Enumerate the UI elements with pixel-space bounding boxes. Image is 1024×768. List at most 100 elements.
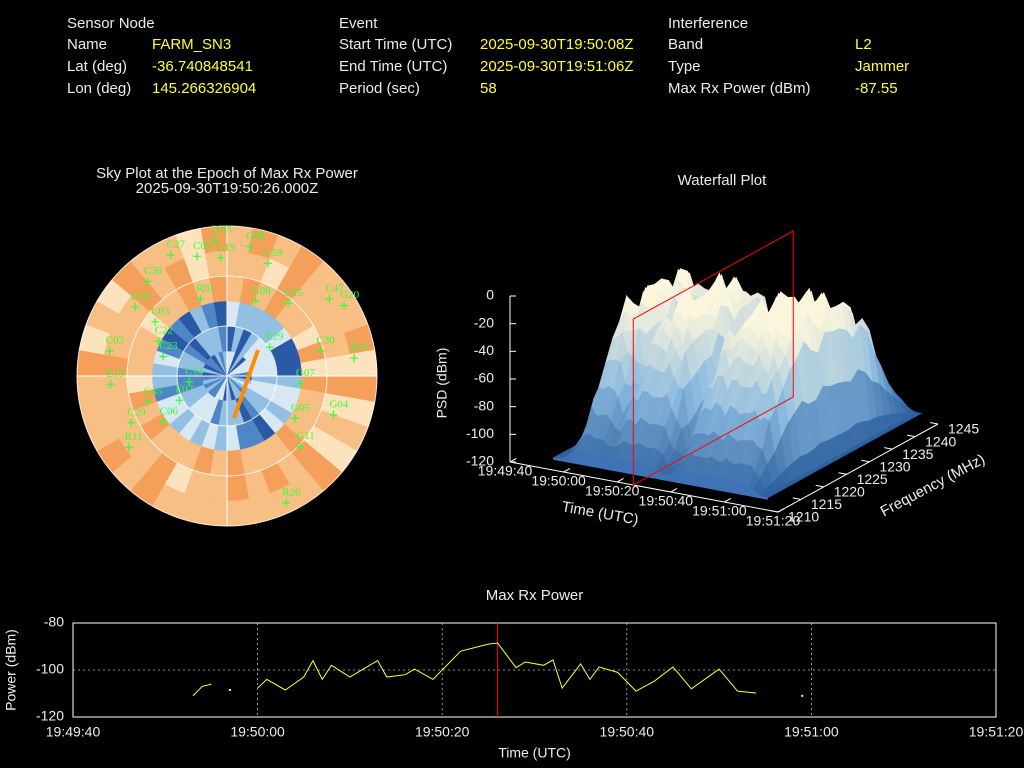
surface-skirt [718, 477, 725, 492]
section-title: Event [339, 15, 378, 32]
trajectory [232, 349, 260, 419]
satellite-label: C30 [316, 335, 335, 347]
satellite-marker [211, 235, 220, 244]
satellite-label: G04 [329, 398, 348, 410]
epoch-plane [632, 230, 794, 486]
satellite-marker [127, 418, 136, 427]
satellite-marker [193, 252, 202, 261]
z-tick-label: -120 [466, 453, 494, 469]
surface-skirt [670, 472, 676, 483]
satellite-label: J105 [211, 223, 232, 235]
satellite-marker [350, 354, 359, 363]
satellite-marker [295, 379, 304, 388]
field-label: Period (sec) [339, 80, 420, 97]
surface-skirt [723, 477, 730, 493]
y-tick-label: -80 [44, 614, 64, 630]
y-tick [838, 472, 847, 475]
surface-skirt [704, 475, 710, 489]
z-tick-label: 0 [486, 287, 494, 303]
satellite-label: C45 [144, 385, 163, 397]
x-tick [616, 478, 624, 483]
section-title: Sensor Node [67, 15, 155, 32]
x-tick-label: 19:50:40 [600, 724, 655, 740]
chart-title: Waterfall Plot [678, 172, 767, 189]
surface-skirt [635, 461, 642, 477]
z-tick-label: -80 [474, 397, 494, 413]
satellite-label: G09 [246, 230, 265, 242]
field-label: End Time (UTC) [339, 58, 447, 75]
power-point [228, 688, 231, 691]
satellite-marker [265, 343, 274, 352]
field-label: Lon (deg) [67, 80, 131, 97]
field-value: 58 [480, 80, 497, 97]
satellite-label: G15 [284, 287, 303, 299]
y-tick [815, 484, 824, 488]
satellite-marker [316, 346, 325, 355]
section-title: Interference [668, 15, 748, 32]
sky-cell [76, 349, 105, 377]
x-tick-label: 19:50:20 [415, 724, 470, 740]
satellite-marker [325, 294, 334, 303]
satellite-label: C47 [325, 282, 344, 294]
surface-skirt [709, 475, 715, 490]
y-tick [792, 497, 801, 500]
y-tick [884, 447, 893, 450]
surface-skirt [616, 459, 622, 473]
x-tick [563, 468, 571, 473]
satellite-marker [159, 352, 168, 361]
satellite-label: R01 [196, 282, 214, 294]
satellite-marker [185, 377, 194, 386]
satellite-marker [105, 347, 114, 356]
x-tick-label: 19:50:00 [230, 724, 285, 740]
y-tick [769, 510, 779, 513]
surface-skirt [694, 473, 700, 488]
z-tick-label: -100 [466, 425, 494, 441]
satellite-marker [159, 418, 168, 427]
satellite-label: G20 [340, 289, 359, 301]
power-point [801, 694, 804, 697]
satellite-marker [124, 443, 133, 452]
satellite-label: C27 [167, 239, 186, 251]
surface-skirt [596, 456, 603, 469]
satellite-marker [216, 253, 225, 262]
satellite-label: C19 [217, 241, 236, 253]
z-tick-label: -60 [474, 370, 494, 386]
satellite-marker [151, 317, 160, 326]
satellite-label: C23 [159, 340, 178, 352]
surface-skirt [713, 477, 720, 491]
field-label: Name [67, 36, 107, 53]
satellite-marker [166, 251, 175, 260]
satellite-label: E13 [107, 368, 125, 380]
satellite-label: G11 [296, 430, 315, 442]
z-tick-label: -40 [474, 342, 494, 358]
sky-cell [226, 498, 254, 527]
chart-title: Max Rx Power [486, 587, 584, 604]
surface-skirt [762, 496, 769, 500]
y-tick-label: 1245 [948, 421, 979, 437]
surface-skirt [582, 452, 588, 467]
satellite-marker [106, 380, 115, 389]
waterfall-plot: Waterfall Plot -120 -100 -80 -60 -40 -20 0 19:49… [434, 172, 988, 529]
surface-skirt [738, 480, 744, 496]
satellite-marker [340, 301, 349, 310]
field-value: FARM_SN3 [152, 36, 231, 53]
field-label: Max Rx Power (dBm) [668, 80, 811, 97]
x-tick-label: 19:51:20 [969, 724, 1024, 740]
satellite-label: C03 [151, 305, 170, 317]
satellite-label: C22 [155, 325, 173, 337]
surface-skirt [606, 459, 613, 471]
power-line [257, 642, 757, 694]
surface-skirt [626, 460, 632, 475]
surface-skirt [592, 455, 598, 468]
y-tick [861, 459, 870, 463]
z-axis-label: PSD (dBm) [434, 348, 450, 419]
satellite-marker [282, 498, 291, 507]
surface-skirt [601, 458, 608, 470]
satellite-label: C06 [160, 406, 179, 418]
z-tick-label: -20 [474, 314, 494, 330]
surface-skirt [665, 474, 671, 482]
surface-skirt [689, 471, 696, 487]
x-tick [724, 498, 732, 503]
satellite-label: G18 [131, 290, 150, 302]
